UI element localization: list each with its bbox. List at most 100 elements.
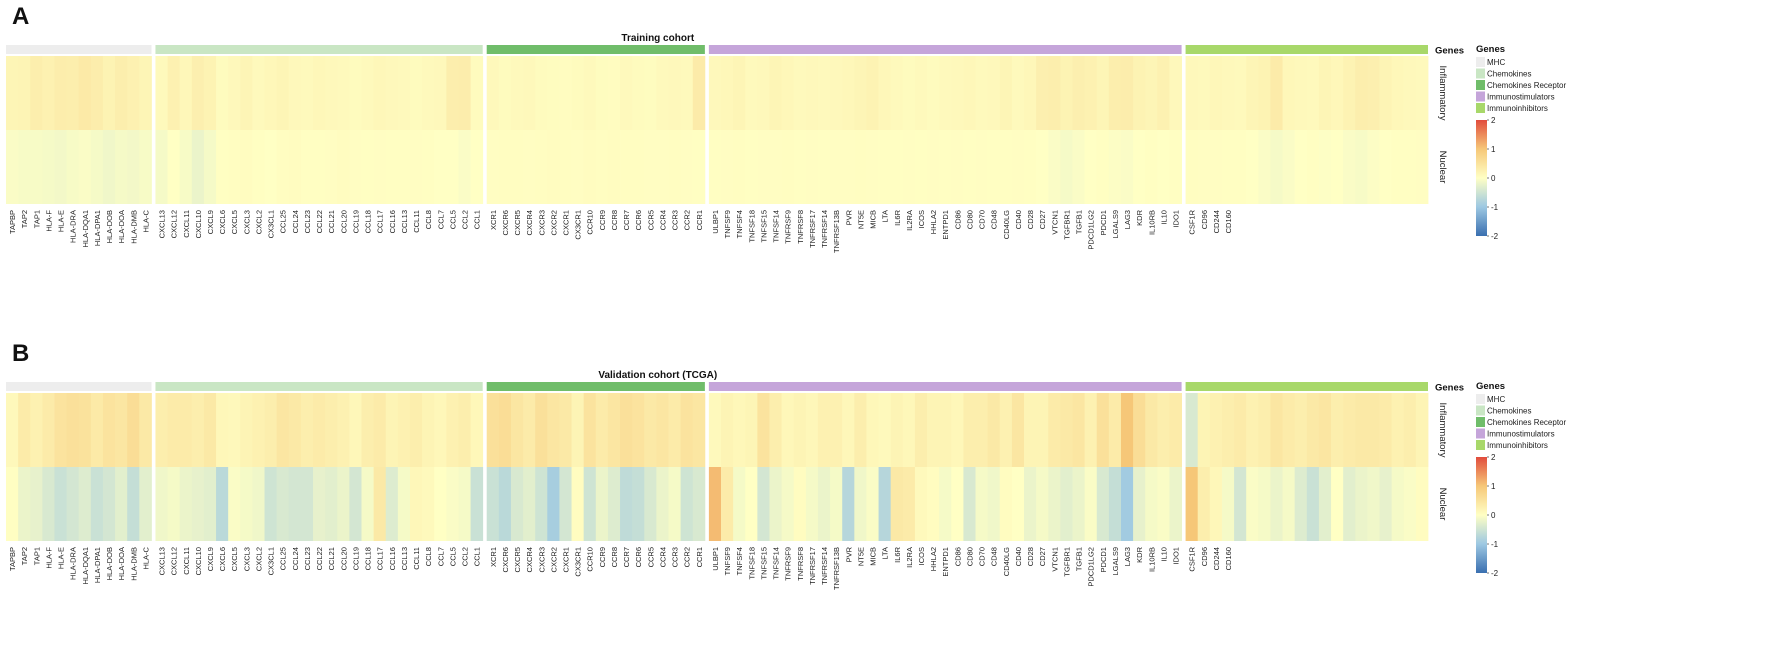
x-tick-label: HLA-C bbox=[141, 546, 150, 569]
row-label: Nuclear bbox=[1437, 151, 1448, 184]
heatmap-cell bbox=[179, 56, 193, 130]
heatmap-cell bbox=[240, 56, 253, 130]
x-tick-label: TAP2 bbox=[20, 210, 29, 228]
x-tick-label: PVR bbox=[844, 209, 853, 225]
heatmap-cell bbox=[890, 130, 904, 204]
x-tick-label: IL6R bbox=[893, 209, 902, 225]
x-tick-label: TGFB1 bbox=[1075, 210, 1084, 234]
heatmap-cell bbox=[1120, 130, 1134, 204]
heatmap-cell bbox=[745, 393, 758, 467]
heatmap-cell bbox=[939, 467, 952, 541]
heatmap-cell bbox=[1060, 393, 1073, 467]
x-tick-label: XCR1 bbox=[489, 210, 498, 230]
heatmap-cell bbox=[680, 130, 694, 204]
color-scale-tick-label: 1 bbox=[1491, 145, 1496, 154]
heatmap-cell bbox=[1084, 467, 1098, 541]
heatmap-cell bbox=[349, 56, 362, 130]
x-tick-label: IL10 bbox=[1159, 547, 1168, 562]
heatmap-cell bbox=[1048, 467, 1061, 541]
heatmap-cell bbox=[498, 393, 512, 467]
heatmap-cell bbox=[902, 130, 916, 204]
heatmap-cell bbox=[987, 393, 1001, 467]
legend-label: Immunostimulators bbox=[1487, 430, 1555, 439]
x-tick-label: HLA-C bbox=[141, 209, 150, 232]
heatmap-cell bbox=[1355, 467, 1368, 541]
heatmap-cell bbox=[1133, 393, 1146, 467]
heatmap-cell bbox=[842, 467, 855, 541]
legend-label: Chemokines Receptor bbox=[1487, 418, 1566, 427]
x-tick-label: CD244 bbox=[1212, 210, 1221, 233]
heatmap-cell bbox=[1084, 130, 1098, 204]
x-tick-label: CCL18 bbox=[364, 210, 373, 233]
heatmap-cell bbox=[6, 130, 19, 204]
x-tick-label: TNFSF14 bbox=[772, 210, 781, 243]
heatmap-cell bbox=[854, 393, 867, 467]
heatmap-cell bbox=[595, 56, 609, 130]
heatmap-cell bbox=[1318, 393, 1332, 467]
heatmap-cell bbox=[733, 130, 746, 204]
heatmap-cell bbox=[854, 56, 867, 130]
heatmap-cell bbox=[1096, 56, 1110, 130]
heatmap-cell bbox=[999, 467, 1013, 541]
heatmap-cell bbox=[902, 56, 916, 130]
x-tick-label: CCL11 bbox=[412, 210, 421, 233]
heatmap-cell bbox=[1282, 130, 1296, 204]
gene-group-bar bbox=[155, 382, 483, 391]
heatmap-cell bbox=[535, 56, 548, 130]
heatmap-cell bbox=[1318, 56, 1332, 130]
heatmap-cell bbox=[866, 56, 879, 130]
x-tick-label: CXCR1 bbox=[561, 210, 570, 235]
heatmap-cell bbox=[559, 56, 572, 130]
x-tick-label: HHLA2 bbox=[929, 547, 938, 571]
panel-title: Validation cohort (TCGA) bbox=[598, 370, 717, 381]
x-tick-label: HLA-DOA bbox=[117, 547, 126, 580]
heatmap-cell bbox=[733, 393, 746, 467]
x-tick-label: CCR4 bbox=[658, 547, 667, 567]
x-tick-label: CCR3 bbox=[671, 210, 680, 230]
x-tick-label: IDO1 bbox=[1172, 547, 1181, 565]
heatmap-cell bbox=[620, 56, 633, 130]
heatmap-cell bbox=[830, 130, 843, 204]
heatmap-cell bbox=[1415, 393, 1429, 467]
heatmap-cell bbox=[139, 56, 152, 130]
heatmap-cell bbox=[115, 56, 128, 130]
x-tick-label: CXCL9 bbox=[206, 547, 215, 571]
heatmap-cell bbox=[1072, 467, 1086, 541]
heatmap-cell bbox=[203, 467, 217, 541]
heatmap-cell bbox=[1048, 56, 1061, 130]
x-tick-label: CXCR5 bbox=[513, 210, 522, 235]
heatmap-cell bbox=[607, 393, 621, 467]
heatmap-cell bbox=[337, 467, 350, 541]
x-tick-label: VTCN1 bbox=[1050, 210, 1059, 235]
heatmap-cell bbox=[1318, 130, 1332, 204]
color-scale-tick-label: 1 bbox=[1491, 482, 1496, 491]
gene-group-bar bbox=[486, 382, 705, 391]
heatmap-cell bbox=[228, 130, 241, 204]
x-tick-label: TNFRSF9 bbox=[784, 547, 793, 581]
heatmap-cell bbox=[951, 56, 964, 130]
x-tick-label: CCR5 bbox=[646, 210, 655, 230]
heatmap-cell bbox=[963, 56, 976, 130]
x-tick-label: CXCL6 bbox=[218, 210, 227, 234]
heatmap-cell bbox=[1270, 467, 1283, 541]
x-tick-label: TAPBP bbox=[8, 210, 17, 234]
heatmap-cell bbox=[470, 130, 484, 204]
legend-swatch bbox=[1476, 417, 1485, 427]
x-tick-label: CD70 bbox=[978, 547, 987, 566]
heatmap-cell bbox=[1403, 393, 1417, 467]
x-tick-label: LAG3 bbox=[1123, 210, 1132, 229]
heatmap-cell bbox=[1270, 393, 1283, 467]
color-scale-tick-label: -2 bbox=[1491, 569, 1499, 578]
x-tick-label: CCL19 bbox=[351, 210, 360, 233]
heatmap-cell bbox=[446, 393, 459, 467]
heatmap-cell bbox=[115, 393, 128, 467]
x-tick-label: CCR8 bbox=[610, 547, 619, 567]
heatmap-cell bbox=[276, 467, 290, 541]
heatmap-cell bbox=[1391, 56, 1405, 130]
heatmap-cell bbox=[422, 56, 435, 130]
heatmap-cell bbox=[595, 467, 609, 541]
x-tick-label: CCR6 bbox=[634, 547, 643, 567]
heatmap-cell bbox=[939, 393, 952, 467]
x-tick-label: TNFSF18 bbox=[747, 547, 756, 580]
heatmap-cell bbox=[830, 393, 843, 467]
